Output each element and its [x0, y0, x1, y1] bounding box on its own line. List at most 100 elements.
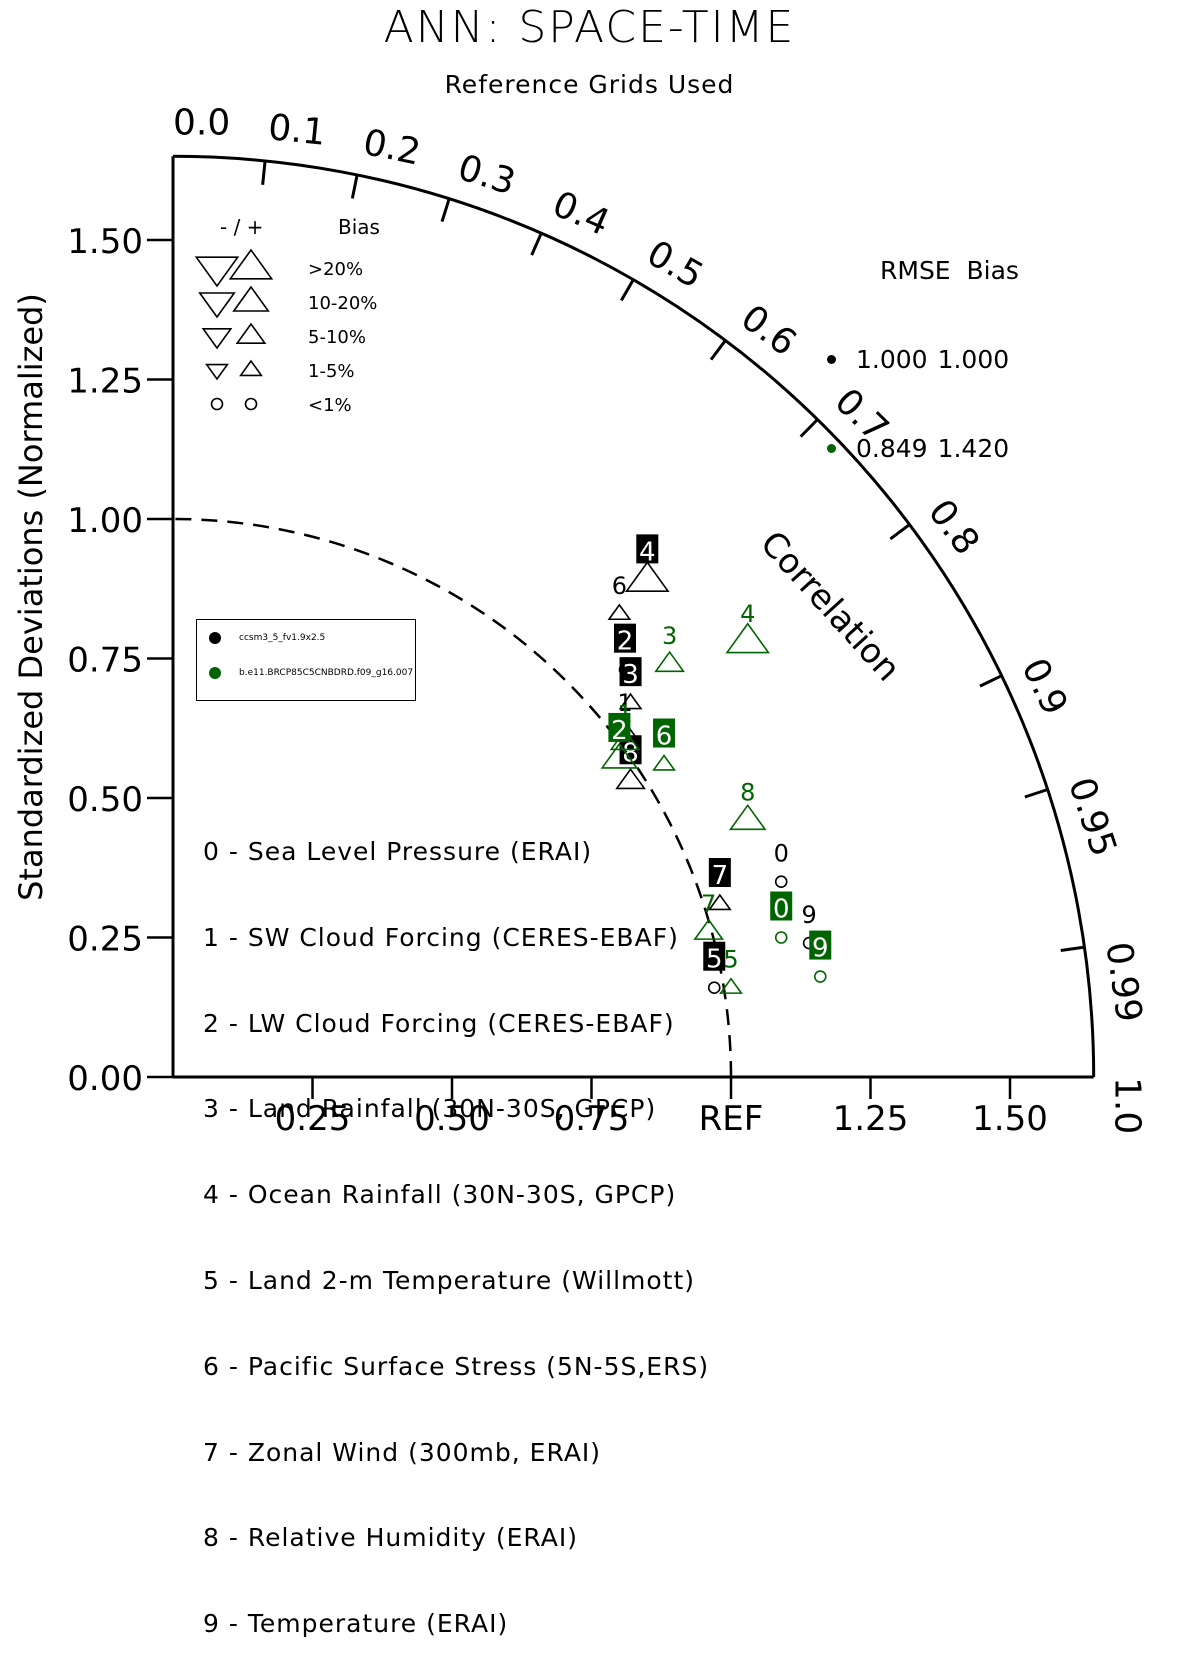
bias-legend-down-symbol [198, 292, 236, 319]
bias-legend-label: 10-20% [308, 293, 377, 314]
rmse-legend-header: RMSE Bias [880, 256, 1019, 285]
rmse-bias-legend: RMSE Bias 1.000 1.000 0.849 1.420 [823, 197, 1019, 493]
variable-legend-item: 5 - Land 2-m Temperature (Willmott) [203, 1265, 696, 1295]
y-tick-label: 1.50 [67, 222, 143, 262]
x-tick-label: 1.50 [972, 1099, 1048, 1135]
bias-legend-label: 1-5% [308, 361, 355, 382]
correlation-tick-label: 0.4 [546, 184, 615, 244]
data-point-label: 9 [812, 934, 829, 964]
rmse-value: 0.849 [856, 434, 928, 463]
data-point-symbol [693, 918, 725, 940]
data-point-symbol [728, 803, 767, 831]
data-point-label: 2 [611, 716, 628, 746]
correlation-tick [979, 674, 1003, 688]
data-point-symbol [707, 893, 732, 911]
chart-title: ANN: SPACE-TIME [383, 2, 796, 53]
data-point-label-box [770, 891, 793, 921]
data-point-label: 8 [740, 778, 755, 806]
data-point-label-box [703, 941, 726, 971]
taylor-diagram: 0.000.250.500.751.001.251.500.25 0.50 0.75… [12, 102, 1149, 1135]
x-tick-label: 1.25 [833, 1099, 909, 1135]
correlation-tick [620, 278, 635, 302]
bias-legend-down-symbol [194, 256, 240, 288]
rmse-legend-row: 1.000 1.000 [823, 344, 1019, 375]
data-point-label-box [636, 534, 659, 564]
variable-legend-item: 4 - Ocean Rainfall (30N-30S, GPCP) [203, 1180, 677, 1210]
correlation-axis-title: Correlation [752, 524, 908, 690]
data-point-label: 3 [622, 660, 639, 690]
bias-legend-up-symbol [232, 285, 270, 312]
data-point-symbol [719, 977, 743, 994]
bias-legend-up-symbol [244, 397, 258, 411]
y-tick-label: 0.25 [67, 920, 143, 960]
data-point-label: 5 [706, 945, 723, 975]
y-tick-label: 0.50 [67, 780, 143, 820]
y-tick-label: 0.00 [67, 1059, 143, 1099]
variable-legend-item: 6 - Pacific Surface Stress (5N-5S,ERS) [203, 1351, 710, 1381]
correlation-tick-label: 0.5 [640, 233, 710, 297]
bias-value: 1.420 [937, 434, 1010, 463]
data-point-symbol [652, 754, 676, 771]
data-point-label: 7 [701, 890, 716, 918]
correlation-tick-label: 0.99 [1097, 940, 1149, 1025]
data-point-symbol [600, 742, 639, 769]
bias-legend-down-symbol [210, 397, 224, 411]
data-point-label-box [809, 930, 832, 960]
bias-legend-up-symbol [228, 248, 274, 280]
x-tick-label: 0.25 [275, 1099, 351, 1135]
bias-legend-label: 5-10% [308, 327, 366, 348]
correlation-tick-label: 0.3 [453, 147, 520, 203]
y-tick-label: 1.25 [67, 362, 143, 402]
correlation-tick [440, 198, 451, 223]
model-legend-row: b.e11.BRCP85C5CNBDRD.f09_g16.007 [209, 667, 413, 679]
variable-legend-item: 0 - Sea Level Pressure (ERAI) [203, 837, 593, 866]
bias-legend-up-symbol [239, 359, 263, 377]
data-point-label: 4 [639, 537, 656, 567]
y-tick-label: 0.75 [67, 641, 143, 681]
bias-legend-down-symbol [205, 363, 229, 381]
data-point-symbol [615, 767, 646, 790]
data-point-label: 2 [617, 627, 634, 657]
correlation-tick [709, 339, 727, 361]
data-point-label: 8 [622, 738, 639, 768]
correlation-tick-label: 0.2 [360, 122, 424, 174]
data-point-label: 7 [712, 861, 729, 891]
data-point-label-box [619, 657, 642, 687]
correlation-tick-label: 1.0 [1107, 1077, 1148, 1134]
correlation-tick-label: 0.95 [1060, 773, 1124, 862]
data-point-symbol [607, 603, 632, 621]
bias-legend-label: >20% [308, 259, 363, 280]
bias-value: 1.000 [937, 345, 1010, 374]
model-legend: ccsm3_5_fv1.9x2.5 b.e11.BRCP85C5CNBDRD.f… [196, 619, 416, 701]
data-point-label: 5 [723, 946, 738, 974]
bias-legend-down-symbol [201, 328, 233, 350]
data-point-label-box [653, 718, 676, 748]
correlation-tick-label: 0.1 [266, 107, 327, 154]
data-point-label: 3 [662, 622, 677, 650]
series-marker-dot [827, 444, 836, 453]
correlation-tick [350, 174, 359, 199]
series-marker-dot [827, 355, 836, 364]
data-point-label: 0 [773, 895, 790, 925]
data-point-label-box [708, 858, 731, 888]
variable-legend-item: 7 - Zonal Wind (300mb, ERAI) [203, 1437, 602, 1467]
data-point-symbol [625, 561, 670, 592]
data-point-label: 6 [656, 722, 673, 752]
variable-legend-item: 2 - LW Cloud Forcing (CERES-EBAF) [203, 1008, 675, 1038]
rmse-value: 1.000 [856, 345, 928, 374]
bias-legend-label: <1% [308, 395, 352, 416]
correlation-tick [261, 160, 267, 185]
data-point-label: 4 [740, 600, 755, 628]
data-point-symbol [618, 692, 643, 710]
outer-arc [172, 154, 1096, 1078]
data-point-label: 6 [612, 572, 627, 600]
bias-legend-sign-header: - / + [220, 215, 263, 239]
model-legend-row: ccsm3_5_fv1.9x2.5 [209, 632, 325, 644]
correlation-tick [799, 418, 819, 438]
y-tick-label: 1.00 [67, 501, 143, 541]
variable-legend: 0 - Sea Level Pressure (ERAI) 1 - SW Clo… [203, 780, 709, 1667]
x-tick-label: 0.50 [414, 1099, 490, 1135]
correlation-tick-label: 0.9 [1013, 652, 1075, 721]
bias-legend-up-symbol [235, 322, 267, 344]
model-legend-label: ccsm3_5_fv1.9x2.5 [239, 633, 326, 643]
